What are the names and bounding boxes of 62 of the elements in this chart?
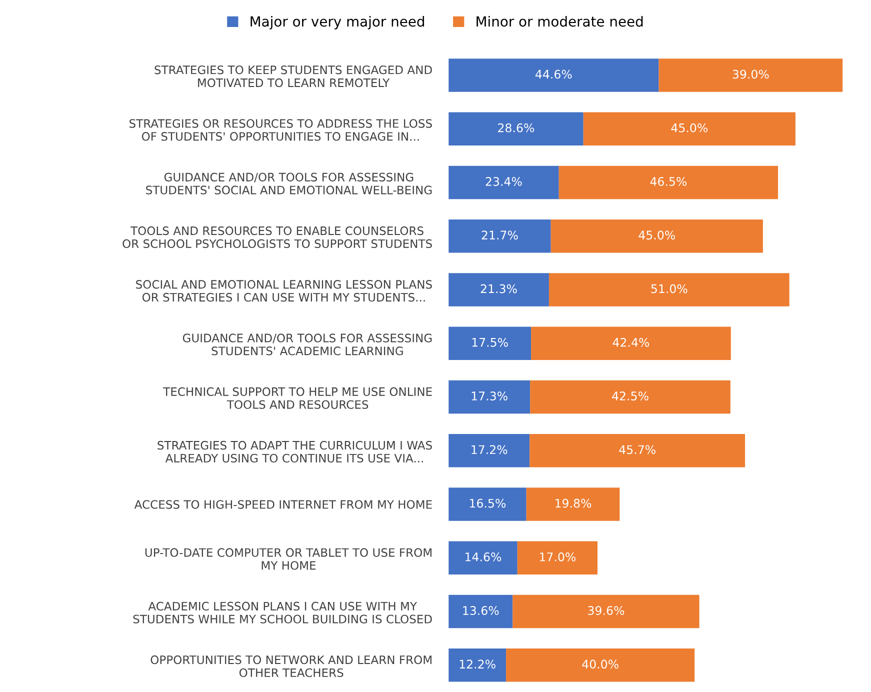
data-label: 42.5% [612,392,648,400]
bar [558,166,778,200]
bar [530,434,746,468]
data-label: 19.8% [556,498,592,508]
data-label: 16.5% [470,498,506,508]
y-tick-label: TECHNICAL SUPPORT TO HELP ME USE ONLINE TOOLS AND RESOURCES [163,387,432,409]
bar [448,166,559,200]
data-label: 17.0% [540,552,576,562]
bar [448,594,513,628]
bar [506,648,695,682]
bar [550,220,763,253]
y-tick-label: ACADEMIC LESSON PLANS I CAN USE WITH MY STUDENTS WHILE MY SCHOOL BUILDING IS CLOSED [133,602,432,624]
y-tick-label: STRATEGIES TO ADAPT THE CURRICULUM I WAS ALREADY USING TO CONTINUE ITS USE VIA... [158,440,432,463]
y-tick-label: SOCIAL AND EMOTIONAL LEARNING LESSON PLANS OR STRATEGIES I CAN USE WITH MY STUDENTS... [136,280,432,302]
data-label: 12.2% [460,660,496,669]
data-label: 45.7% [619,445,656,454]
data-label: 40.0% [582,660,618,669]
data-label: 14.6% [466,552,502,562]
data-label: 39.6% [588,606,624,615]
data-label: 51.0% [651,284,688,294]
bar [548,273,790,306]
legend-label: Major or very major need [250,16,424,30]
data-label: 42.4% [612,338,650,347]
bar [530,380,730,414]
bar [531,326,731,360]
y-tick-label: ACCESS TO HIGH-SPEED INTERNET FROM MY HOME [134,500,432,509]
y-tick-label: OPPORTUNITIES TO NETWORK AND LEARN FROM OTHER TEACHERS [150,655,432,678]
data-label: 13.6% [463,606,499,615]
bar [448,380,530,414]
data-label: 28.6% [498,123,534,132]
data-label: 17.2% [472,445,508,454]
y-tick-label: GUIDANCE AND/OR TOOLS FOR ASSESSING STUDENTS' SOCIAL AND EMOTIONAL WELL-BEING [146,172,432,194]
bar [448,541,518,575]
y-tick-label: STRATEGIES TO KEEP STUDENTS ENGAGED AND MOTIVATED TO LEARN REMOTELY [154,66,432,88]
data-label: 23.4% [486,177,522,186]
bar [448,648,506,682]
bar [583,112,796,146]
data-label: 17.5% [472,338,508,347]
bar [448,488,526,521]
bar [448,434,530,468]
data-label: 21.7% [482,230,518,240]
bar [512,594,700,628]
y-tick-label: TOOLS AND RESOURCES TO ENABLE COUNSELORS OR SCHOOL PSYCHOLOGISTS TO SUPPORT STUDENTS [122,226,432,248]
bar [658,58,843,92]
bar [448,273,549,306]
bar [448,220,551,253]
data-label: 45.0% [638,230,675,240]
data-label: 46.5% [650,177,687,186]
y-tick-label: UP-TO-DATE COMPUTER OR TABLET TO USE FROM MY HOME [145,548,432,570]
bar [448,58,659,92]
data-label: 21.3% [480,284,517,294]
bar [448,326,532,360]
bar [448,112,584,146]
data-label: 39.0% [732,70,769,79]
data-label: 44.6% [535,70,572,79]
legend-label: Minor or moderate need [476,16,643,27]
bar [517,541,598,575]
data-label: 17.3% [472,392,508,400]
bar [526,488,620,521]
data-label: 45.0% [671,123,708,132]
y-tick-label: GUIDANCE AND/OR TOOLS FOR ASSESSING STUDENTS' ACADEMIC LEARNING [182,334,432,356]
y-tick-label: STRATEGIES OR RESOURCES TO ADDRESS THE LOSS OF STUDENTS' OPPORTUNITIES TO ENGAGE IN... [130,119,432,141]
